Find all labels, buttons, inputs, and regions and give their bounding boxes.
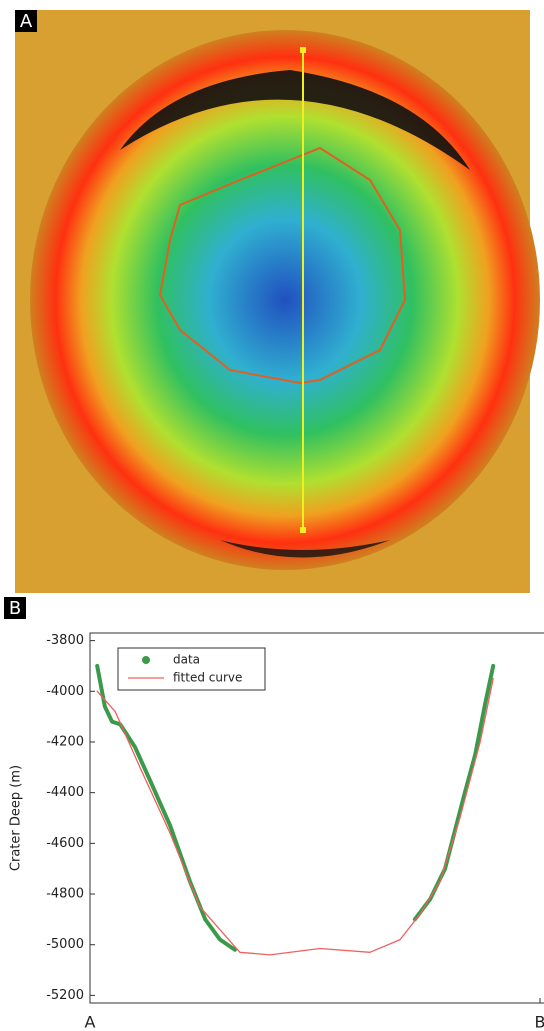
- y-tick-label: -3800: [46, 633, 84, 648]
- y-tick-label: -5000: [46, 937, 84, 952]
- crater-image: [15, 10, 540, 593]
- panel-label: A: [20, 11, 33, 32]
- y-tick-label: -4800: [46, 887, 84, 902]
- y-tick-label: -5200: [46, 988, 84, 1003]
- x-tick-label: B: [535, 1013, 544, 1031]
- plot-frame: [89, 632, 544, 1004]
- y-tick-label: -4200: [46, 734, 84, 749]
- legend-box: [117, 647, 266, 691]
- panel-label-box: [4, 597, 26, 619]
- y-tick-label: -4600: [46, 836, 84, 851]
- panel-label-box: [15, 10, 37, 32]
- y-axis-label: Crater Deep (m): [9, 765, 24, 871]
- legend-label: data: [173, 653, 200, 667]
- panel-label: B: [9, 598, 21, 619]
- y-tick-label: -4000: [46, 684, 84, 699]
- series-line: [95, 663, 496, 952]
- legend-label: fitted curve: [173, 671, 242, 685]
- x-tick-label: A: [85, 1013, 96, 1031]
- series-line: [96, 677, 494, 956]
- y-tick-label: -4400: [46, 785, 84, 800]
- legend-marker: [142, 656, 150, 664]
